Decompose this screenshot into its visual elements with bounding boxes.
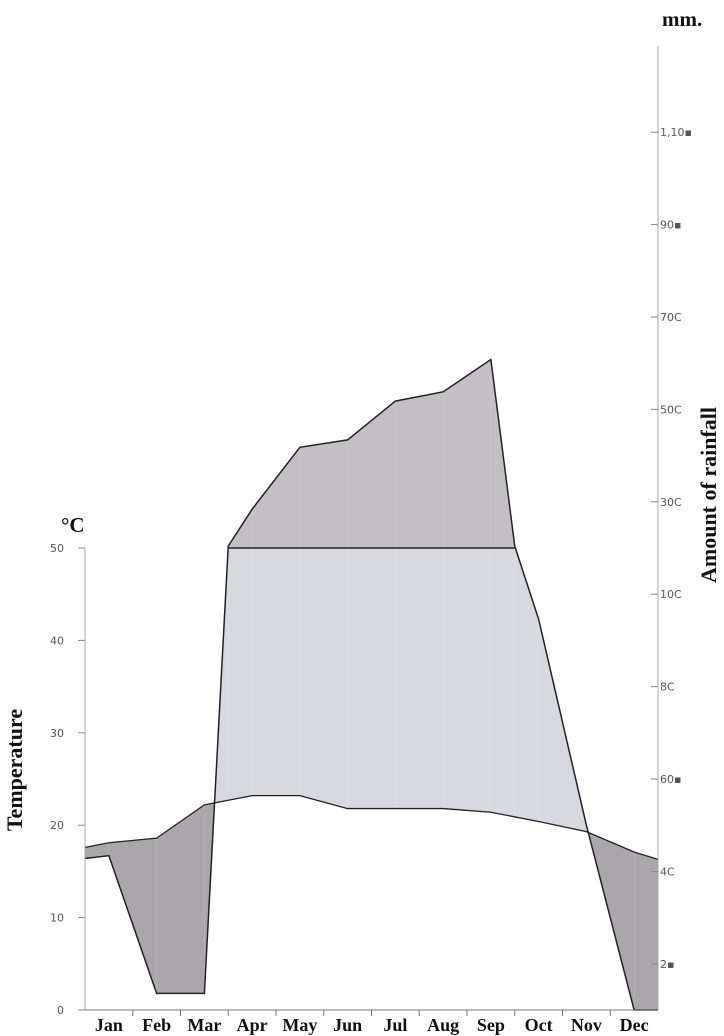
- right-tick-label: 1,10▪: [660, 126, 692, 139]
- rainfall-line: [84, 358, 658, 1011]
- dry-area: [634, 851, 658, 1010]
- humid-area: [228, 548, 253, 801]
- left-axis-title: Temperature: [2, 709, 27, 831]
- perhumid-area: [395, 391, 444, 548]
- left-tick-label: 40: [50, 634, 64, 647]
- humid-area: [490, 548, 515, 817]
- humid-area: [395, 548, 444, 809]
- humid-area: [514, 548, 539, 822]
- right-tick-label: 50C: [660, 403, 682, 416]
- humid-area: [299, 548, 348, 809]
- left-axis-unit: °C: [61, 513, 85, 537]
- perhumid-area: [252, 447, 300, 548]
- right-tick-label: 60▪: [660, 773, 681, 786]
- month-label: Nov: [571, 1015, 602, 1035]
- perhumid-area: [443, 359, 491, 548]
- perhumid-area: [347, 401, 396, 548]
- month-label: Jul: [383, 1015, 407, 1035]
- fills-layer: [85, 359, 658, 1010]
- month-label: Aug: [427, 1015, 459, 1035]
- right-tick-label: 2▪: [660, 958, 674, 971]
- month-label: Mar: [187, 1015, 221, 1035]
- left-tick-label: 0: [57, 1004, 64, 1017]
- left-tick-label: 50: [50, 542, 64, 555]
- right-axis-title: Amount of rainfall: [696, 407, 721, 583]
- perhumid-area: [299, 439, 348, 548]
- month-label: Sep: [477, 1015, 505, 1035]
- month-label: Jan: [95, 1015, 123, 1035]
- right-ticks: 2▪ 4C 60▪ 8C 10C 30C 50C 70C 90▪ 1,10▪: [651, 126, 692, 971]
- right-tick-label: 10C: [660, 588, 682, 601]
- right-tick-label: 70C: [660, 311, 682, 324]
- month-label: May: [282, 1015, 317, 1035]
- right-tick-label: 30C: [660, 496, 682, 509]
- right-tick-label: 90▪: [660, 219, 681, 232]
- right-axis-unit: mm.: [662, 7, 702, 31]
- dry-area: [156, 804, 205, 994]
- left-tick-label: 20: [50, 819, 64, 832]
- month-ticks: Jan Feb Mar Apr May Jun Jul Aug Sep Oct Nov Dec: [95, 1010, 649, 1035]
- left-tick-label: 30: [50, 727, 64, 740]
- month-label: Feb: [142, 1015, 171, 1035]
- dry-area: [108, 838, 157, 994]
- humid-area: [347, 548, 396, 809]
- lines-layer: [84, 358, 659, 1011]
- left-ticks: 0 10 20 30 40 50: [50, 542, 85, 1017]
- month-label: Apr: [237, 1015, 268, 1035]
- left-tick-label: 10: [50, 912, 64, 925]
- humid-area: [443, 548, 491, 813]
- month-label: Oct: [525, 1015, 553, 1035]
- temperature-line: [84, 794, 659, 861]
- right-tick-label: 8C: [660, 681, 675, 694]
- right-tick-label: 4C: [660, 865, 675, 878]
- month-label: Jun: [333, 1015, 362, 1035]
- humid-area: [252, 548, 300, 796]
- month-label: Dec: [620, 1015, 649, 1035]
